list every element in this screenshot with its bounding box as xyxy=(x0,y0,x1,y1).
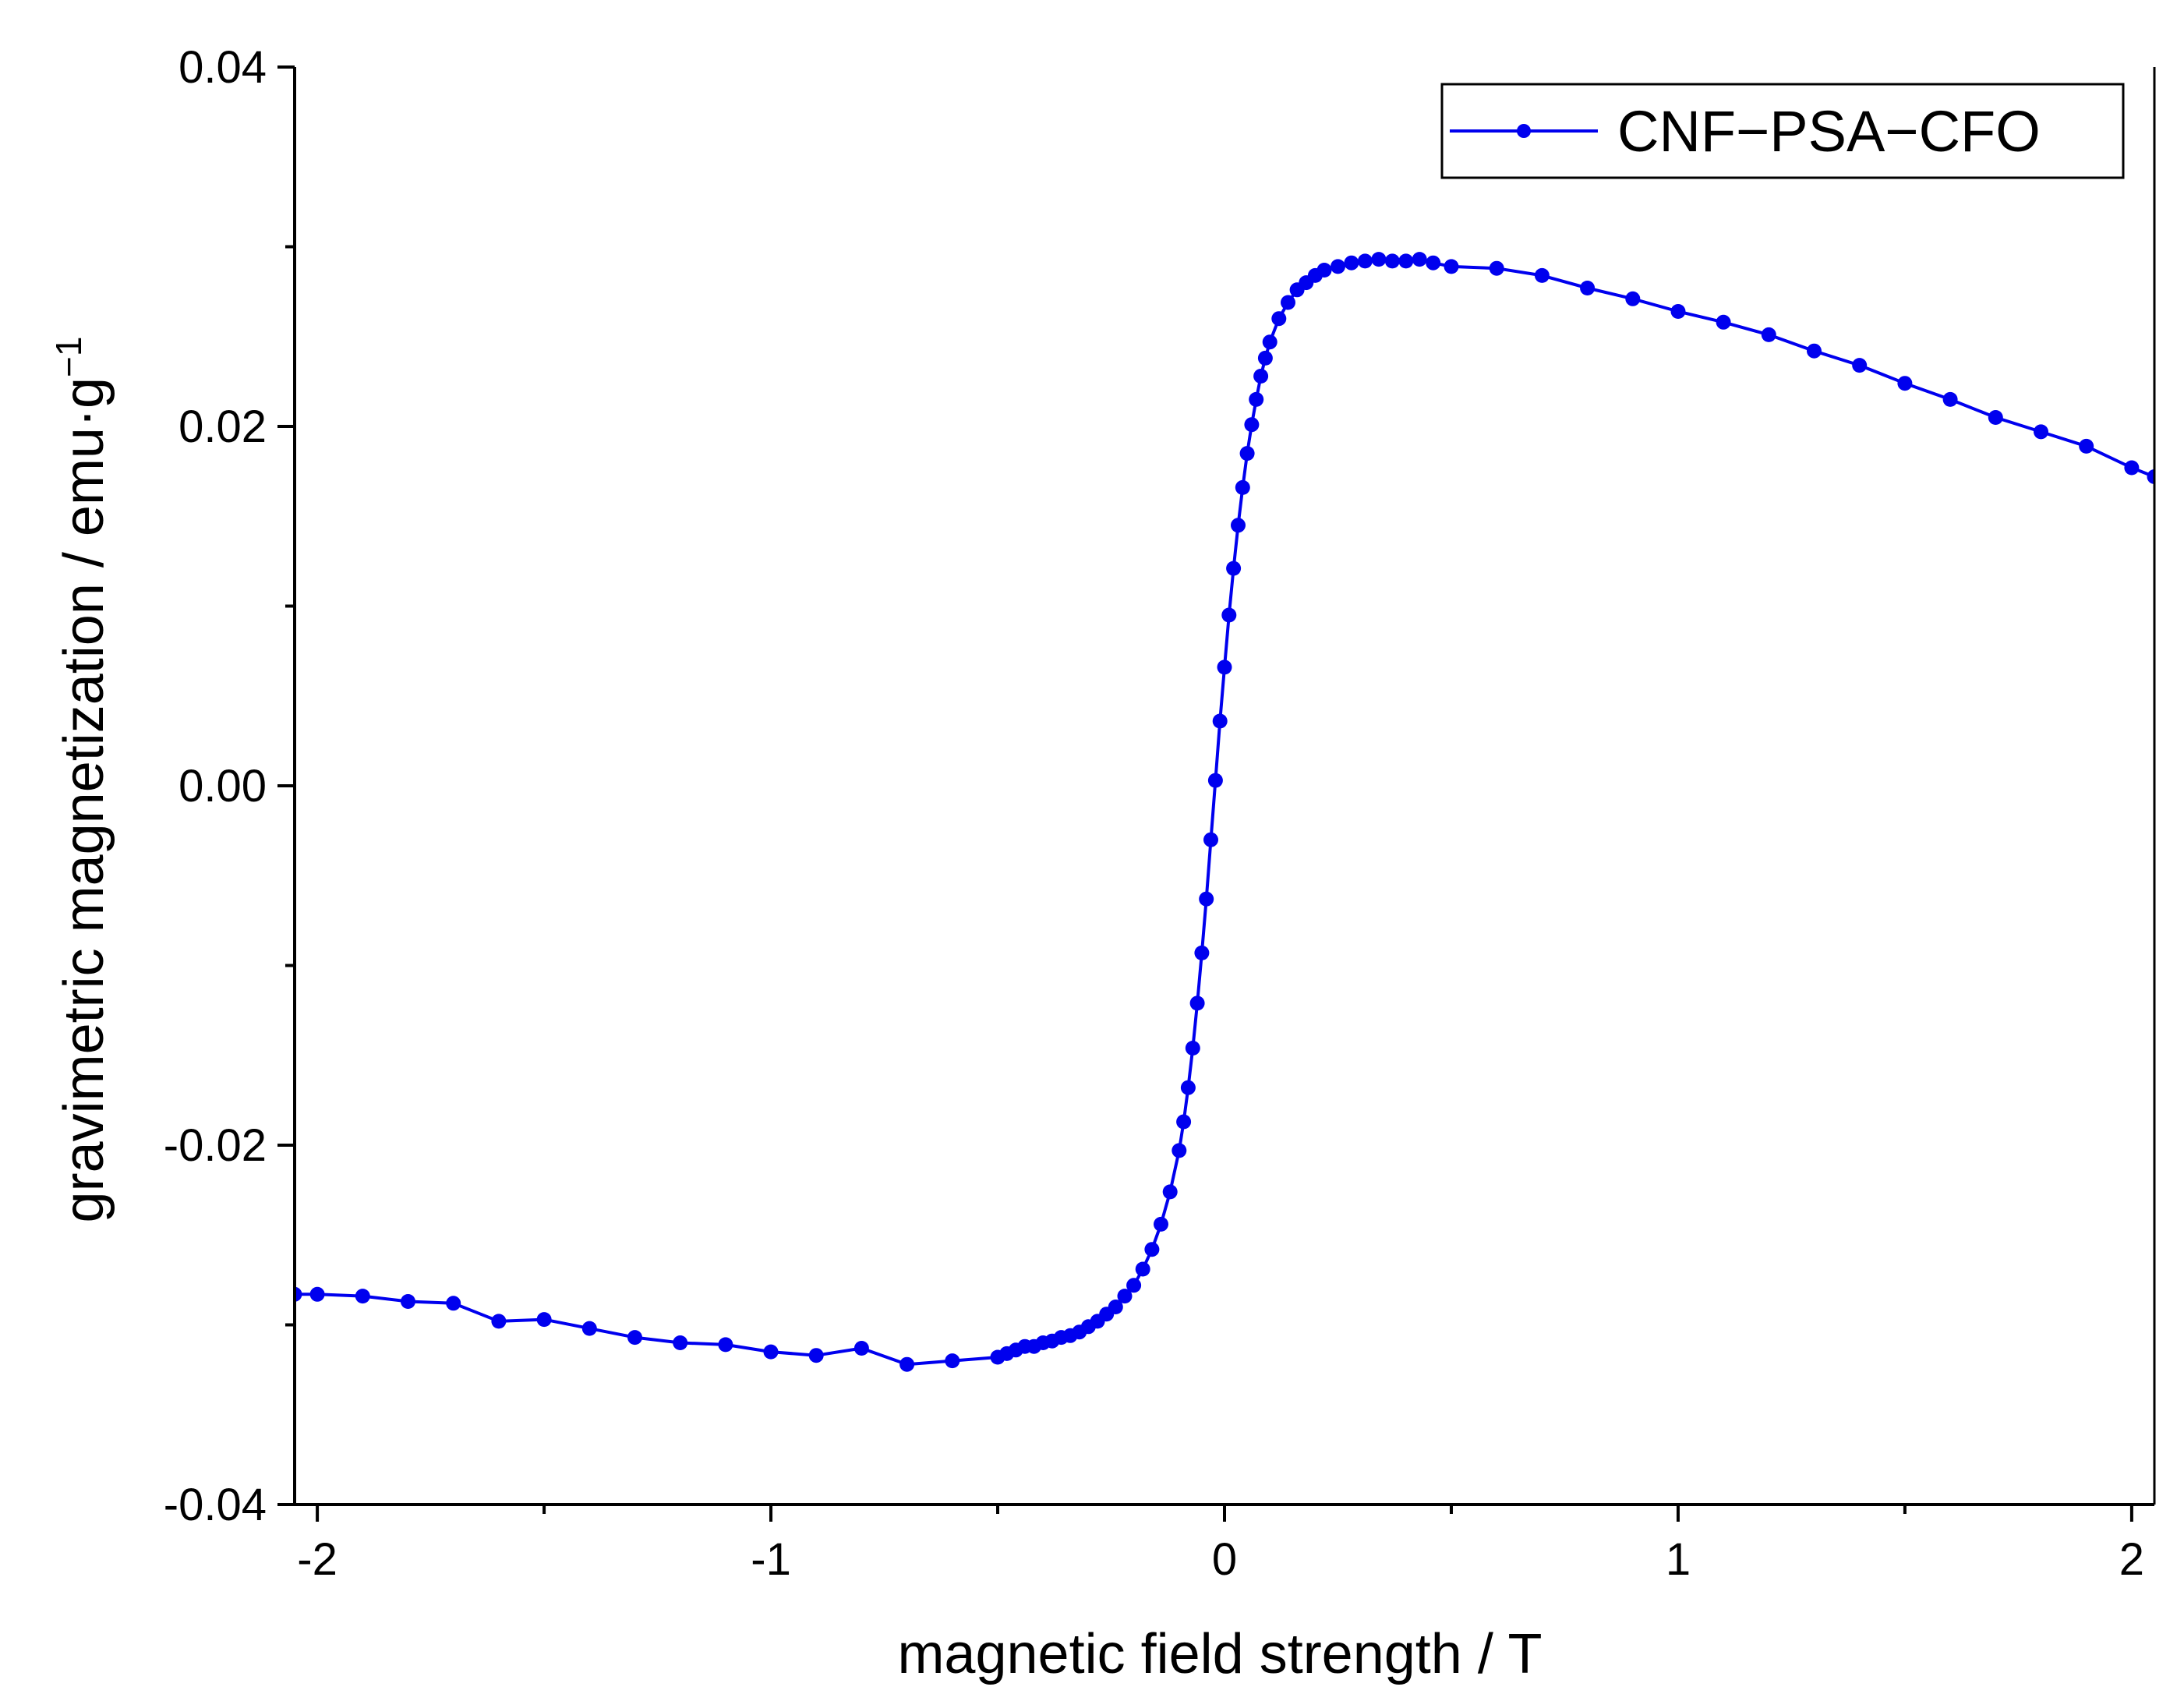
y-tick-label: -0.04 xyxy=(164,1480,267,1530)
data-point xyxy=(1807,343,1822,359)
data-point xyxy=(1489,260,1504,276)
y-tick-label: 0.04 xyxy=(178,42,267,93)
data-point xyxy=(1852,358,1868,373)
y-axis-title: gravimetric magnetization / emu·g−1 xyxy=(48,337,115,1223)
data-point xyxy=(1126,1278,1142,1293)
data-point xyxy=(1154,1216,1168,1232)
data-point xyxy=(1761,327,1776,342)
y-axis-title-main: gravimetric magnetization / emu·g xyxy=(53,377,115,1222)
legend-marker-sample xyxy=(1517,124,1531,138)
data-point xyxy=(853,1341,869,1356)
x-tick-label: 1 xyxy=(1666,1534,1691,1585)
data-point xyxy=(446,1296,461,1311)
data-point xyxy=(355,1289,370,1304)
data-point xyxy=(1207,773,1223,788)
data-point xyxy=(1281,295,1295,310)
data-point xyxy=(1203,832,1218,847)
data-point xyxy=(1257,350,1273,366)
data-point xyxy=(1580,281,1596,295)
data-point xyxy=(2079,438,2094,454)
x-tick-label: -2 xyxy=(297,1534,337,1585)
data-point xyxy=(1212,713,1228,729)
data-point xyxy=(1670,304,1686,319)
data-point xyxy=(1344,255,1359,271)
data-point xyxy=(491,1314,507,1329)
data-point xyxy=(1444,259,1459,274)
y-tick-label: 0.00 xyxy=(178,761,267,812)
data-point xyxy=(1239,446,1255,461)
data-point xyxy=(1398,253,1414,269)
data-point xyxy=(1371,252,1387,267)
data-point xyxy=(1249,391,1264,407)
y-axis-title-superscript: −1 xyxy=(48,337,89,377)
data-point xyxy=(1144,1242,1160,1257)
data-point xyxy=(2147,469,2154,484)
data-point xyxy=(1180,1080,1196,1095)
y-tick-label: -0.02 xyxy=(164,1120,267,1171)
data-point xyxy=(1235,479,1250,495)
data-point xyxy=(1716,314,1731,330)
data-point xyxy=(1897,376,1913,391)
data-point xyxy=(2034,424,2048,440)
data-point xyxy=(295,1286,302,1302)
series-layer xyxy=(295,252,2154,1372)
data-point xyxy=(1534,267,1550,283)
data-point xyxy=(536,1312,552,1328)
data-point xyxy=(1185,1041,1200,1056)
x-axis-title: magnetic field strength / T xyxy=(897,1623,1542,1685)
ticks-layer: -2 -1 0 1 2 -0.04 -0.02 0.00 0.02 0.04 xyxy=(164,42,2144,1585)
data-point xyxy=(1231,518,1246,533)
legend-label: CNF−PSA−CFO xyxy=(1617,99,2041,164)
data-point xyxy=(1331,259,1345,274)
data-point xyxy=(718,1337,733,1353)
data-point xyxy=(899,1356,915,1372)
data-point xyxy=(401,1294,415,1309)
data-point xyxy=(1426,255,1441,271)
data-point xyxy=(945,1353,960,1369)
legend: CNF−PSA−CFO xyxy=(1440,83,2125,179)
data-point xyxy=(1172,1143,1187,1158)
data-point xyxy=(1357,253,1373,269)
data-point xyxy=(1194,945,1210,960)
data-point xyxy=(763,1344,779,1360)
data-point xyxy=(673,1335,688,1350)
data-point xyxy=(808,1348,824,1363)
data-point xyxy=(1384,253,1400,269)
data-point xyxy=(1189,995,1205,1011)
data-point xyxy=(581,1321,597,1336)
x-tick-label: 0 xyxy=(1212,1534,1237,1585)
data-point xyxy=(2124,460,2140,476)
x-tick-label: -1 xyxy=(751,1534,791,1585)
data-point xyxy=(1176,1114,1192,1130)
data-point xyxy=(1271,311,1287,327)
data-point xyxy=(1412,252,1427,267)
data-point xyxy=(1244,417,1260,433)
data-point xyxy=(1262,334,1278,350)
data-point xyxy=(1199,891,1214,907)
series-line-0 xyxy=(295,257,2154,1367)
data-point xyxy=(1117,1289,1133,1304)
data-point xyxy=(1162,1184,1178,1200)
data-point xyxy=(309,1286,325,1302)
data-point xyxy=(1135,1261,1150,1277)
data-point xyxy=(1226,561,1242,576)
data-point xyxy=(1221,607,1237,623)
data-point xyxy=(1217,660,1232,675)
data-point xyxy=(1253,369,1269,384)
data-point xyxy=(627,1330,642,1346)
data-point xyxy=(1625,291,1641,306)
x-tick-label: 2 xyxy=(2119,1534,2144,1585)
data-point xyxy=(1108,1300,1123,1314)
data-point xyxy=(1316,263,1332,278)
data-point xyxy=(1942,391,1958,407)
y-tick-label: 0.02 xyxy=(178,401,267,452)
data-point xyxy=(1988,410,2003,425)
